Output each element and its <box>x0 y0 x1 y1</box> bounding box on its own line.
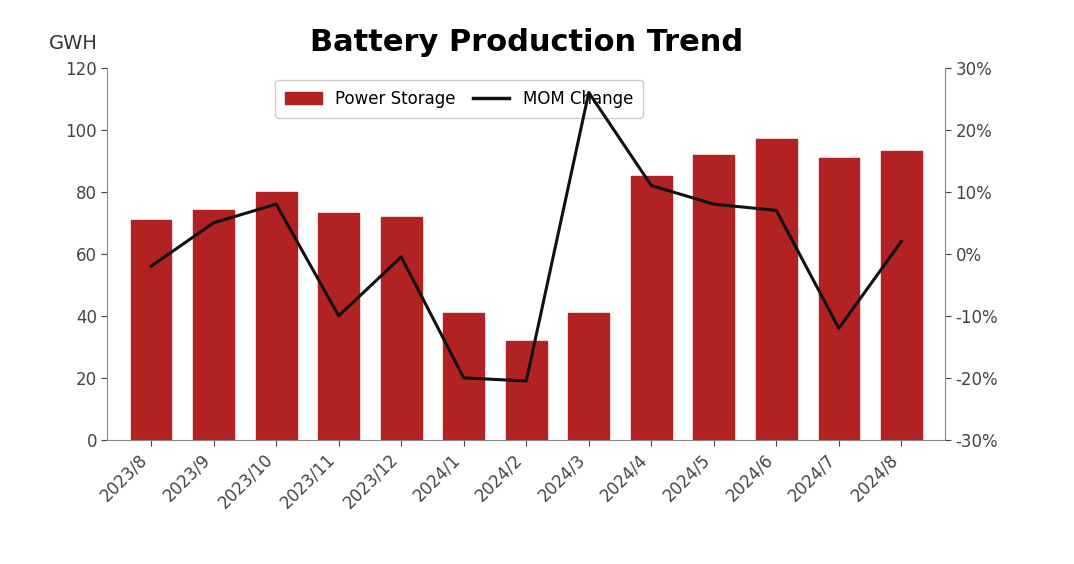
Bar <box>694 155 735 440</box>
Bar <box>318 214 359 440</box>
Title: Battery Production Trend: Battery Production Trend <box>309 28 743 57</box>
Bar <box>632 176 671 440</box>
Bar <box>381 217 422 440</box>
Bar <box>881 152 921 440</box>
Bar <box>506 341 547 440</box>
Bar <box>756 139 797 440</box>
Bar <box>444 312 484 440</box>
Bar <box>818 158 859 440</box>
Text: GWH: GWH <box>48 34 98 53</box>
Bar <box>568 312 609 440</box>
Bar <box>131 219 172 440</box>
Legend: Power Storage, MOM Change: Power Storage, MOM Change <box>275 80 643 118</box>
Bar <box>193 210 234 440</box>
Bar <box>256 192 296 440</box>
